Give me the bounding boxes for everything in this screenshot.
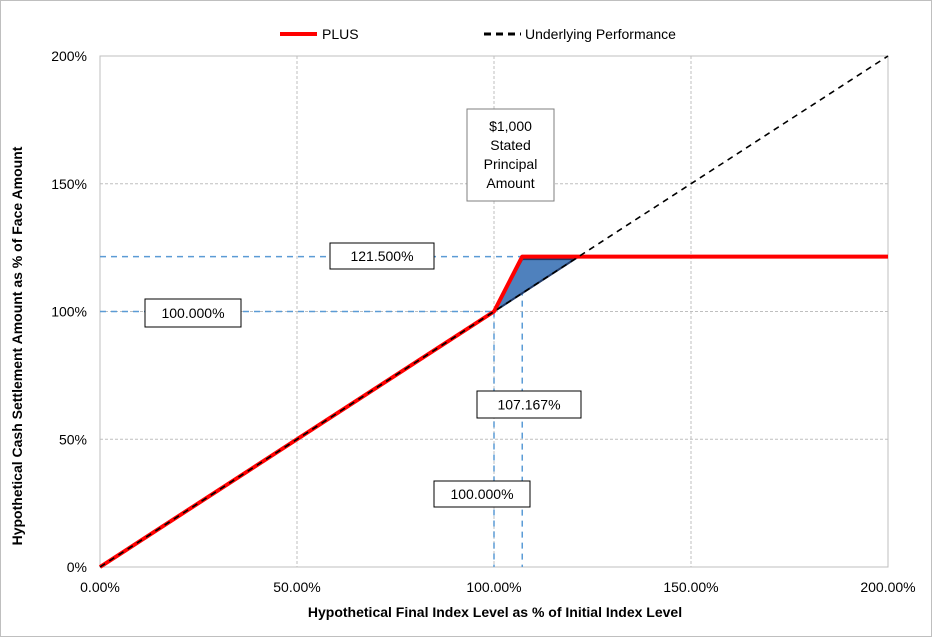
annotation-line: Stated (490, 137, 530, 153)
y-tick-label: 0% (67, 559, 87, 575)
label-box-100-x: 100.000% (433, 480, 531, 508)
label-box-121-rect (329, 242, 435, 270)
x-tick-label: 100.00% (466, 579, 521, 595)
y-tick-label: 50% (59, 431, 87, 447)
label-box-100-y-label: 100.000% (161, 305, 224, 321)
axis-ticks: 0.00% 50.00% 100.00% 150.00% 200.00% 0% 50% 100… (51, 48, 915, 595)
label-box-100-x-rect (433, 480, 531, 508)
series-lines (98, 55, 889, 569)
label-box-107: 107.167% (476, 390, 582, 419)
x-tick-label: 150.00% (663, 579, 718, 595)
annotation-line: Amount (486, 175, 534, 191)
annotation-boxes: 121.500% 100.000% 100.000% 107.167% $1,000 St… (144, 108, 582, 508)
x-tick-label: 50.00% (273, 579, 320, 595)
label-box-100-y: 100.000% (144, 298, 242, 328)
x-tick-label: 200.00% (860, 579, 915, 595)
series-line-underlying (99, 55, 889, 568)
legend-label-plus: PLUS (322, 26, 359, 42)
legend: PLUS Underlying Performance (280, 26, 676, 42)
label-box-100-y-rect (144, 298, 242, 328)
y-tick-label: 150% (51, 176, 87, 192)
y-tick-label: 100% (51, 304, 87, 320)
y-axis-title: Hypothetical Cash Settlement Amount as %… (9, 146, 25, 545)
label-box-100-x-label: 100.000% (450, 486, 513, 502)
x-tick-label: 0.00% (80, 579, 120, 595)
annotation-line: Principal (484, 156, 538, 172)
legend-item-underlying: Underlying Performance (484, 26, 676, 42)
annotation-stated-principal: $1,000 Stated Principal Amount (466, 108, 555, 202)
annotation-line: $1,000 (489, 118, 532, 134)
y-tick-label: 200% (51, 48, 87, 64)
annotation-rect (466, 108, 555, 202)
label-box-107-label: 107.167% (497, 397, 560, 413)
label-box-121: 121.500% (329, 242, 435, 270)
legend-item-plus: PLUS (280, 26, 359, 42)
x-axis-title: Hypothetical Final Index Level as % of I… (308, 604, 682, 620)
label-box-107-rect (476, 390, 582, 419)
label-box-121-label: 121.500% (350, 248, 413, 264)
legend-label-underlying: Underlying Performance (525, 26, 676, 42)
